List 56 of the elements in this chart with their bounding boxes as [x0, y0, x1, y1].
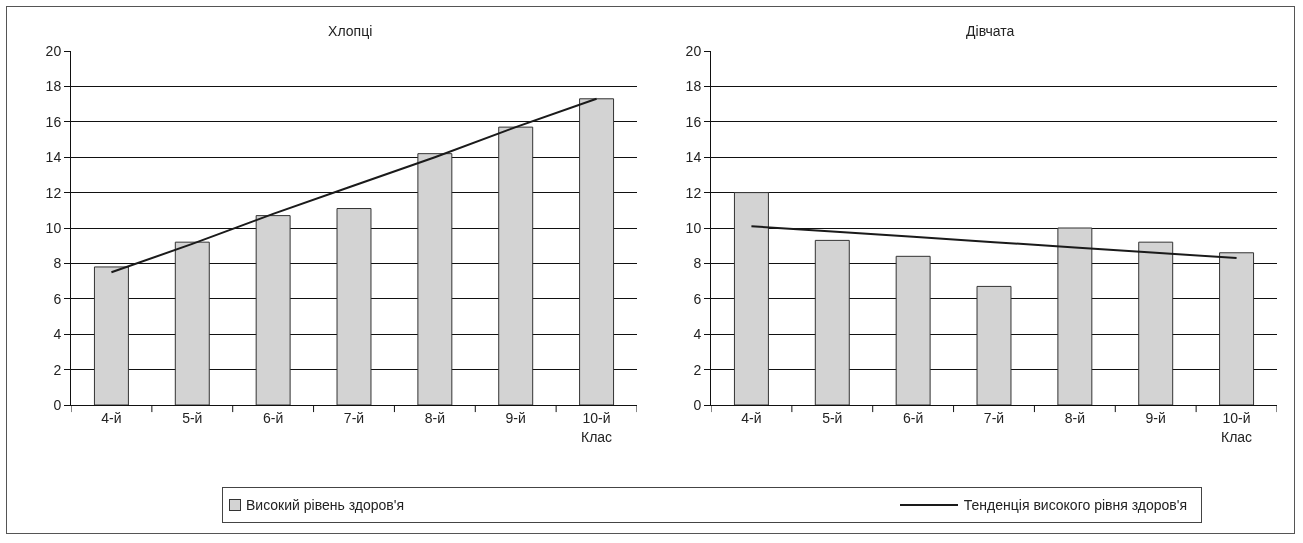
legend-label: Тенденція високого рівня здоров'я: [963, 497, 1187, 513]
bar: [336, 208, 372, 405]
y-tick-label: 4: [693, 326, 702, 343]
bar: [895, 255, 931, 405]
chart-title: Дівчата: [966, 23, 1015, 40]
y-tick-label: 16: [685, 113, 702, 130]
bar: [417, 153, 453, 405]
bar: [976, 285, 1012, 405]
bar: [255, 215, 291, 405]
x-tick-label: 10-й: [582, 409, 611, 426]
bar: [498, 126, 534, 405]
bar: [1057, 227, 1093, 405]
legend-label: Високий рівень здоров'я: [246, 497, 404, 513]
x-tick-label: 8-й: [1064, 409, 1085, 426]
bar: [1219, 252, 1255, 405]
y-tick-label: 8: [53, 255, 62, 272]
bar: [1138, 241, 1174, 405]
y-tick-label: 16: [45, 113, 62, 130]
y-tick-label: 2: [53, 361, 62, 378]
y-tick-label: 18: [45, 78, 62, 95]
x-tick-label: 10-й: [1222, 409, 1251, 426]
y-tick-label: 18: [685, 78, 702, 95]
y-tick-label: 20: [685, 42, 702, 59]
x-tick-label: 7-й: [983, 409, 1005, 426]
bar: [93, 266, 129, 405]
y-tick-label: 4: [53, 326, 62, 343]
x-tick-label: 9-й: [505, 409, 526, 426]
x-axis-title: Клас: [581, 429, 613, 445]
y-tick-label: 12: [45, 184, 62, 201]
x-tick-label: 4-й: [741, 409, 762, 426]
y-tick-label: 12: [685, 184, 702, 201]
bar: [733, 192, 769, 405]
y-tick-label: 2: [693, 361, 702, 378]
x-tick-label: 4-й: [101, 409, 122, 426]
bar: [814, 239, 850, 405]
x-tick-label: 8-й: [424, 409, 445, 426]
y-tick-label: 20: [45, 42, 62, 59]
x-tick-label: 6-й: [903, 409, 924, 426]
y-tick-label: 8: [693, 255, 702, 272]
x-axis-title: Клас: [1221, 429, 1253, 445]
x-tick-label: 7-й: [343, 409, 365, 426]
y-tick-label: 0: [693, 396, 702, 413]
y-tick-label: 6: [53, 290, 62, 307]
y-tick-label: 10: [685, 219, 702, 236]
x-tick-label: 5-й: [182, 409, 203, 426]
x-tick-label: 6-й: [263, 409, 284, 426]
y-tick-label: 14: [45, 149, 62, 166]
chart-title: Хлопці: [328, 23, 373, 40]
y-tick-label: 10: [45, 219, 62, 236]
bar: [579, 98, 615, 405]
y-tick-label: 6: [693, 290, 702, 307]
y-tick-label: 14: [685, 149, 702, 166]
x-tick-label: 5-й: [822, 409, 843, 426]
bar: [174, 241, 210, 405]
y-tick-label: 0: [53, 396, 62, 413]
x-tick-label: 9-й: [1145, 409, 1166, 426]
